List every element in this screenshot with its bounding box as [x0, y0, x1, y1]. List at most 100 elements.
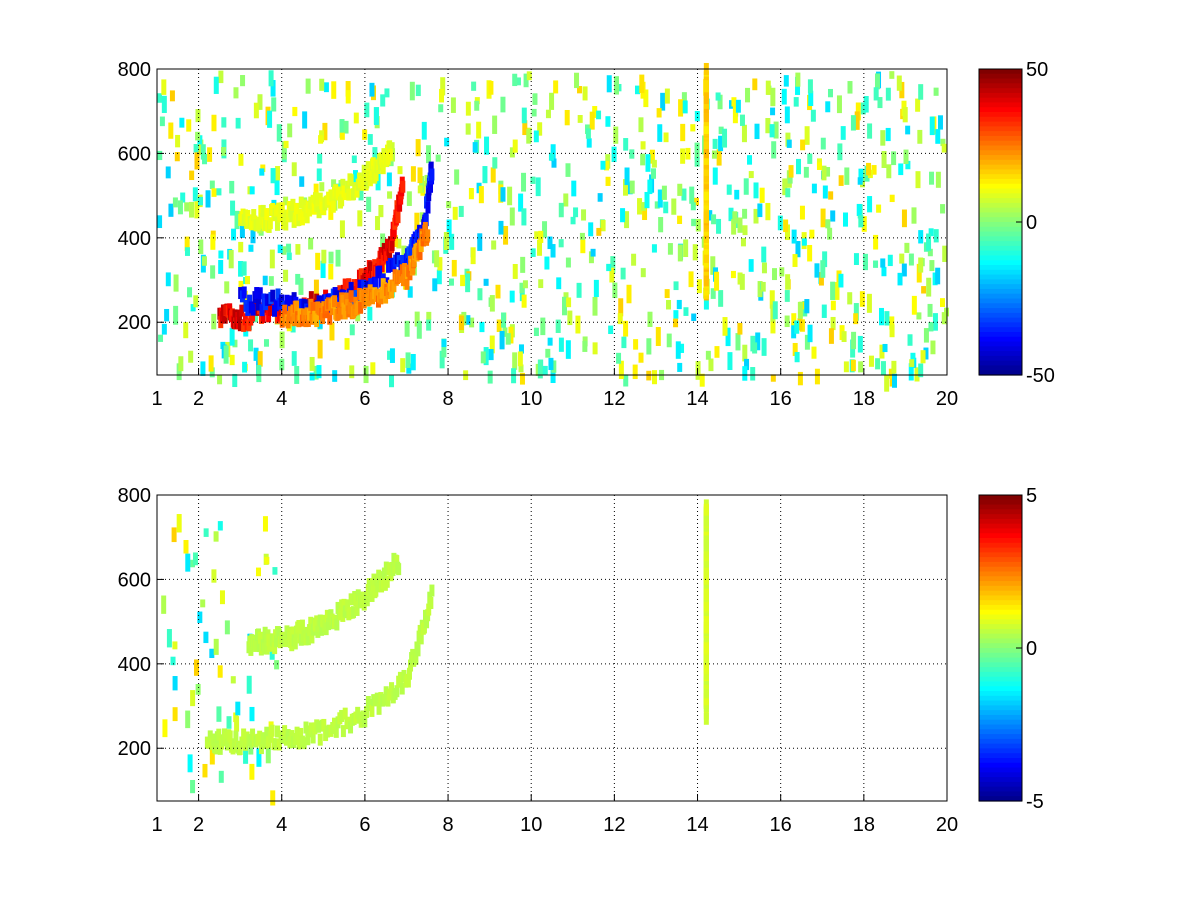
noise-cell	[647, 179, 653, 195]
noise-cell	[657, 189, 663, 208]
noise-cell	[926, 277, 932, 297]
noise-cell	[389, 348, 395, 363]
heatmap-cell	[375, 580, 381, 593]
heatmap-cell	[310, 301, 316, 314]
colorbar-segment	[979, 552, 1022, 558]
noise-cell	[319, 78, 325, 91]
noise-cell	[537, 122, 543, 136]
heatmap-cell	[259, 212, 265, 225]
heatmap-cell	[254, 639, 260, 652]
noise-cell	[847, 81, 853, 94]
noise-cell	[772, 268, 778, 281]
noise-cell	[474, 100, 480, 111]
noise-cell	[279, 358, 285, 371]
heatmap-cell	[229, 308, 235, 321]
colorbar-segment	[979, 336, 1022, 343]
heatmap-cell	[394, 685, 400, 698]
colorbar-segment	[979, 705, 1022, 711]
colorbar-segment	[979, 581, 1022, 587]
noise-cell	[203, 631, 209, 644]
noise-cell	[518, 344, 524, 354]
noise-cell	[522, 280, 528, 289]
noise-cell	[558, 337, 564, 352]
noise-cell	[689, 186, 695, 204]
heatmap-cell	[358, 301, 364, 314]
noise-cell	[168, 203, 174, 217]
noise-cell	[820, 208, 826, 228]
noise-cell	[772, 301, 778, 320]
noise-cell	[538, 279, 544, 289]
heatmap-cell	[389, 286, 395, 299]
noise-cell	[897, 272, 903, 286]
heatmap-cell	[415, 644, 421, 657]
noise-cell	[521, 172, 527, 192]
noise-cell	[218, 70, 224, 84]
heatmap-cell	[305, 633, 311, 646]
noise-cell	[941, 312, 947, 325]
y-tick-label: 400	[118, 228, 151, 250]
heatmap-cell	[395, 211, 401, 224]
noise-cell	[618, 360, 624, 379]
noise-cell	[592, 342, 598, 355]
colorbar-segment	[979, 265, 1022, 271]
noise-cell	[276, 124, 282, 142]
noise-cell	[770, 107, 776, 116]
noise-cell	[362, 129, 368, 140]
heatmap-cell	[703, 110, 709, 123]
heatmap-cell	[276, 738, 282, 751]
noise-cell	[588, 251, 594, 264]
noise-cell	[484, 136, 490, 155]
noise-cell	[797, 371, 803, 386]
noise-cell	[620, 208, 626, 223]
colorbar-segment	[979, 88, 1022, 94]
noise-cell	[673, 281, 679, 291]
y-tick-label: 800	[118, 485, 151, 507]
noise-cell	[933, 87, 939, 96]
colorbar-segment	[979, 312, 1022, 319]
heatmap-cell	[296, 620, 302, 633]
noise-cell	[345, 81, 351, 97]
noise-cell	[910, 352, 916, 361]
heatmap-cell	[387, 140, 393, 153]
heatmap-cell	[279, 202, 285, 215]
heatmap-cell	[231, 738, 237, 751]
noise-cell	[907, 334, 913, 346]
noise-cell	[197, 611, 203, 624]
noise-cell	[783, 75, 789, 87]
noise-cell	[268, 70, 274, 87]
noise-cell	[862, 253, 868, 271]
colorbar-segment	[979, 351, 1022, 357]
noise-cell	[880, 258, 886, 268]
heatmap-cell	[340, 178, 346, 191]
colorbar-segment	[979, 796, 1022, 802]
heatmap-cell	[274, 635, 280, 648]
noise-cell	[918, 84, 924, 100]
noise-cell	[184, 202, 190, 212]
noise-cell	[235, 701, 241, 716]
noise-cell	[677, 244, 683, 262]
noise-cell	[935, 171, 941, 188]
colorbar-segment	[979, 619, 1022, 625]
heatmap-cell	[369, 589, 375, 602]
heatmap-cell	[305, 733, 311, 746]
noise-cell	[231, 228, 237, 241]
noise-cell	[743, 178, 749, 195]
noise-cell	[867, 196, 873, 213]
noise-cell	[532, 93, 538, 105]
noise-cell	[644, 191, 650, 209]
noise-cell	[623, 374, 629, 387]
noise-cell	[224, 281, 230, 294]
noise-cell	[799, 205, 805, 220]
noise-cell	[217, 665, 223, 678]
noise-cell	[940, 138, 946, 147]
noise-cell	[523, 73, 529, 88]
x-tick-label: 20	[936, 814, 958, 836]
noise-cell	[822, 251, 828, 268]
noise-cell	[784, 224, 790, 241]
noise-cell	[439, 350, 445, 369]
noise-cell	[868, 355, 874, 367]
noise-cell	[691, 313, 697, 322]
heatmap-cell	[364, 280, 370, 293]
noise-cell	[873, 234, 879, 250]
heatmap-cell	[262, 737, 268, 750]
